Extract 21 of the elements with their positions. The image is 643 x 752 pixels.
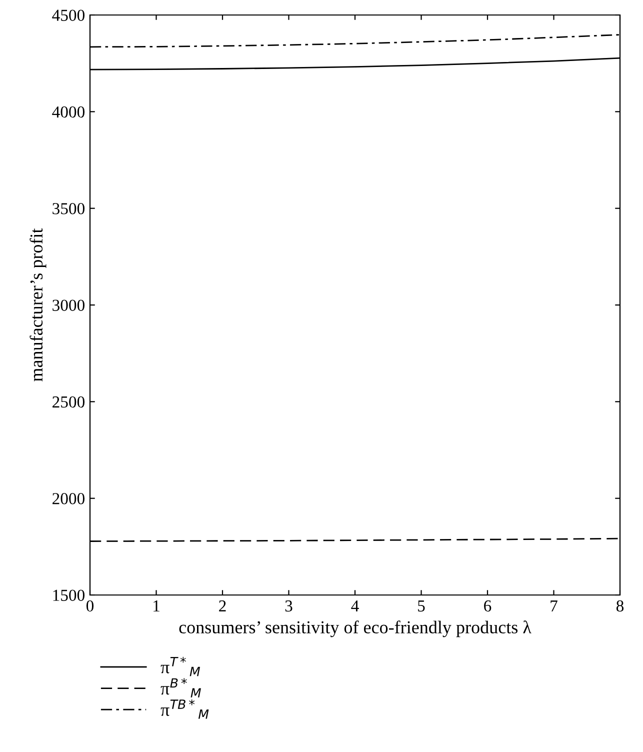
legend-label: π$^{B*}$$_{M}$ (160, 678, 201, 698)
x-tick-label: 2 (219, 600, 226, 612)
x-axis-title: consumers’ sensitivity of eco-friendly products λ (179, 620, 532, 638)
y-tick-label: 1500 (53, 590, 85, 601)
y-tick-label: 3500 (52, 203, 85, 214)
x-tick-label: 6 (484, 600, 492, 612)
x-tick-label: 4 (351, 600, 359, 612)
x-tick-label: 5 (418, 600, 425, 612)
legend-label: π$^{T*}$$_{M}$ (160, 656, 200, 676)
x-tick-label: 7 (550, 600, 558, 612)
y-tick-label: 2500 (52, 396, 85, 408)
y-tick-label: 4500 (52, 10, 85, 21)
y-tick-label: 4000 (52, 106, 85, 118)
x-tick-label: 1 (154, 600, 160, 612)
y-axis-title: manufacturer’s profit (30, 228, 46, 382)
y-tick-label: 3000 (52, 300, 85, 311)
x-tick-label: 3 (285, 600, 292, 612)
x-tick-label: 8 (616, 600, 624, 612)
x-tick-label: 0 (86, 600, 94, 612)
y-tick-label: 2000 (52, 493, 85, 504)
legend-label: π$^{TB*}$$_{M}$ (160, 699, 209, 719)
